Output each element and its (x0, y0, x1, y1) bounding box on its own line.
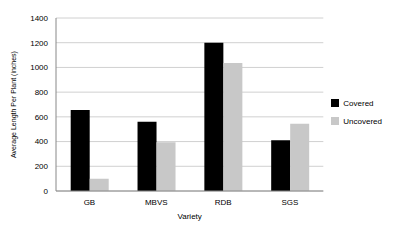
svg-text:1400: 1400 (30, 14, 48, 23)
svg-text:400: 400 (35, 137, 49, 146)
svg-text:1000: 1000 (30, 63, 48, 72)
svg-text:RDB: RDB (215, 198, 232, 207)
html-text:Covered: Covered (343, 98, 374, 108)
svg-text:800: 800 (35, 88, 49, 97)
html-text:Uncovered: Uncovered (343, 116, 382, 126)
svg-text:600: 600 (35, 113, 49, 122)
svg-text:200: 200 (35, 162, 49, 171)
svg-text:Variety: Variety (178, 212, 202, 221)
svg-text:0: 0 (44, 187, 49, 196)
svg-text:MBVS: MBVS (145, 198, 168, 207)
svg-text:SGS: SGS (281, 198, 298, 207)
svg-text:Average Length Per Plant (inch: Average Length Per Plant (inches) (10, 51, 18, 158)
svg-text:1200: 1200 (30, 39, 48, 48)
svg-text:GB: GB (84, 198, 96, 207)
